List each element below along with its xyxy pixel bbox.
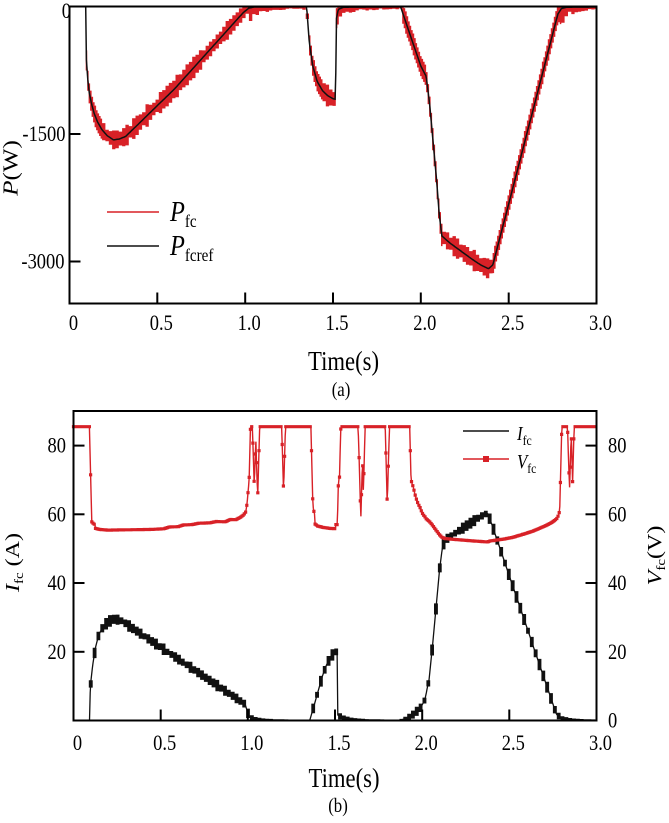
svg-text:Vfc: Vfc — [517, 451, 537, 477]
svg-text:3.0: 3.0 — [589, 312, 612, 336]
svg-text:40: 40 — [608, 572, 626, 596]
svg-text:0: 0 — [62, 0, 71, 23]
svg-text:(b): (b) — [328, 795, 348, 818]
svg-text:Time(s): Time(s) — [309, 764, 380, 793]
svg-text:80: 80 — [608, 434, 626, 458]
svg-text:2.5: 2.5 — [502, 732, 525, 756]
svg-text:(a): (a) — [332, 379, 351, 402]
svg-text:1.0: 1.0 — [240, 732, 263, 756]
svg-text:Time(s): Time(s) — [308, 347, 379, 376]
svg-text:0.5: 0.5 — [153, 732, 176, 756]
svg-text:20: 20 — [48, 640, 66, 664]
svg-text:60: 60 — [48, 503, 66, 527]
svg-text:0: 0 — [608, 709, 617, 733]
svg-text:-1500: -1500 — [22, 123, 65, 147]
svg-text:Ifc: Ifc — [516, 423, 532, 449]
svg-text:0: 0 — [73, 732, 82, 756]
svg-text:1.5: 1.5 — [327, 732, 350, 756]
svg-text:2.5: 2.5 — [501, 312, 524, 336]
svg-text:20: 20 — [608, 640, 626, 664]
svg-text:P(W): P(W) — [0, 140, 22, 197]
svg-text:40: 40 — [48, 572, 66, 596]
svg-text:0.5: 0.5 — [150, 312, 173, 336]
svg-text:2.0: 2.0 — [413, 312, 436, 336]
svg-text:1.5: 1.5 — [325, 312, 348, 336]
svg-text:3.0: 3.0 — [589, 732, 612, 756]
svg-text:-3000: -3000 — [21, 250, 64, 274]
svg-text:2.0: 2.0 — [415, 732, 438, 756]
svg-text:1.0: 1.0 — [238, 312, 261, 336]
svg-text:60: 60 — [608, 503, 626, 527]
svg-text:Pfc: Pfc — [169, 195, 197, 231]
svg-text:Pfcref: Pfcref — [169, 229, 214, 265]
svg-text:Ifc (A): Ifc (A) — [1, 533, 26, 593]
svg-text:0: 0 — [69, 312, 78, 336]
svg-text:80: 80 — [48, 434, 66, 458]
svg-text:Vfc(V): Vfc(V) — [643, 526, 668, 586]
